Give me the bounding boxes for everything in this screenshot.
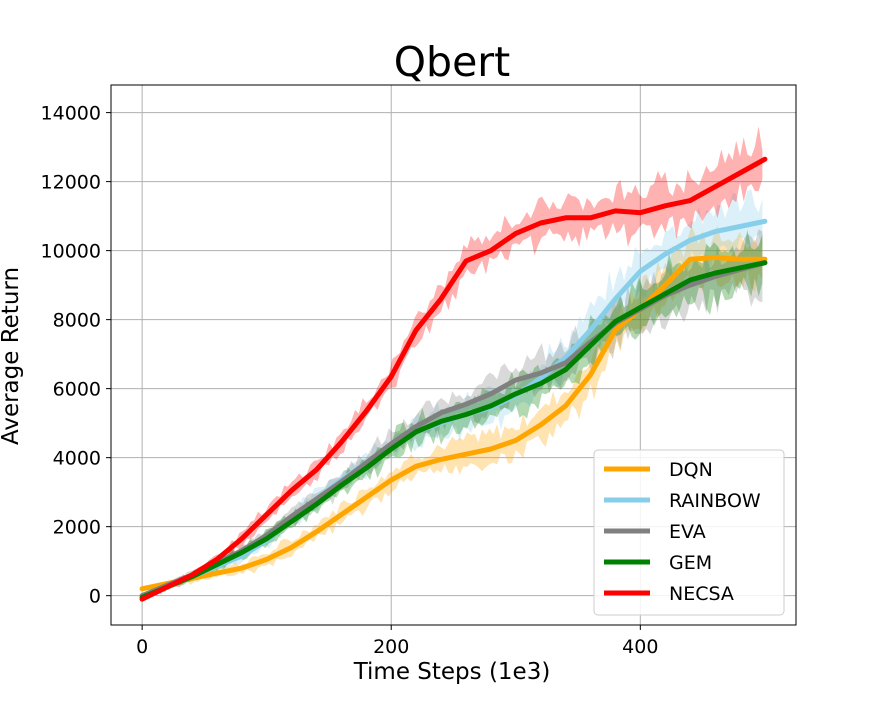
legend-label-rainbow: RAINBOW: [669, 490, 761, 512]
band-gem: [142, 229, 763, 600]
x-tick-label: 0: [136, 636, 148, 658]
band-necsa: [142, 126, 763, 600]
y-axis-ticks: 0 2000 4000 6000 8000 10000 12000 14000: [41, 103, 111, 608]
y-tick-label: 4000: [53, 448, 101, 470]
x-axis-ticks: 0 200 400: [136, 625, 658, 658]
series-line-necsa: [139, 156, 768, 602]
band-eva: [142, 229, 763, 599]
x-tick-label: 200: [373, 636, 409, 658]
y-axis-label: Average Return: [0, 267, 24, 445]
x-tick-label: 400: [622, 636, 658, 658]
band-rainbow: [142, 189, 763, 602]
series-line-dqn: [139, 255, 768, 592]
y-tick-label: 10000: [41, 241, 101, 263]
chart-title: Qbert: [394, 38, 510, 86]
legend-label-eva: EVA: [669, 521, 706, 543]
series-lines: [139, 156, 768, 602]
legend-label-gem: GEM: [669, 552, 712, 574]
y-tick-label: 0: [89, 586, 101, 608]
series-line-gem: [139, 260, 768, 600]
band-dqn: [142, 225, 763, 591]
y-tick-label: 14000: [41, 103, 101, 125]
y-tick-label: 6000: [53, 379, 101, 401]
legend: DQN RAINBOW EVA GEM NECSA: [593, 449, 785, 616]
legend-box: [593, 449, 785, 616]
plot-frame: [110, 84, 797, 626]
variance-bands: [142, 126, 763, 602]
y-tick-label: 8000: [53, 310, 101, 332]
legend-label-necsa: NECSA: [669, 583, 734, 605]
y-tick-label: 2000: [53, 517, 101, 539]
x-axis-label: Time Steps (1e3): [353, 659, 551, 685]
y-tick-label: 12000: [41, 172, 101, 194]
legend-label-dqn: DQN: [669, 459, 713, 481]
